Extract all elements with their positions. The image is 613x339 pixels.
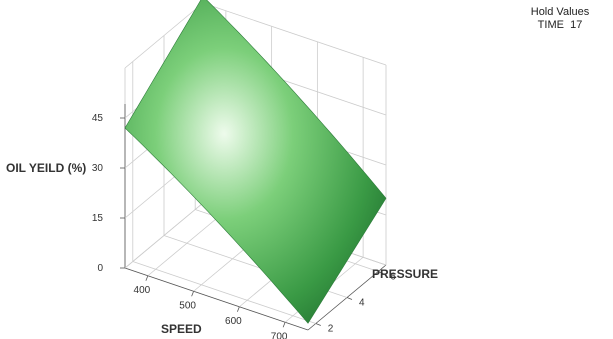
z-axis-title: OIL YEILD (%) xyxy=(6,161,86,175)
response-surface xyxy=(124,0,387,324)
y-tick-label: 6 xyxy=(390,272,396,283)
y-tick-mark xyxy=(315,323,321,326)
y-tick-mark xyxy=(346,297,353,300)
x-tick-mark xyxy=(282,322,286,328)
x-tick-label: 700 xyxy=(271,331,288,339)
x-tick-label: 600 xyxy=(225,316,242,327)
y-tick-label: 4 xyxy=(359,298,365,309)
y-tick-mark xyxy=(378,271,384,274)
x-tick-label: 500 xyxy=(179,300,196,311)
box-edge xyxy=(202,2,387,66)
surface-mesh xyxy=(124,0,387,324)
hold-value-row: TIME 17 xyxy=(515,19,605,32)
y-floor-grid-line xyxy=(132,261,316,324)
x-axis-line xyxy=(124,267,309,331)
hold-value-number: 17 xyxy=(570,19,583,31)
x-tick-mark xyxy=(191,291,194,297)
x-tick-mark xyxy=(237,306,240,312)
x-tick-mark xyxy=(145,275,149,281)
z-tick-label: 30 xyxy=(92,163,104,174)
y-tick-label: 2 xyxy=(328,324,334,335)
hold-values-panel: Hold Values TIME 17 xyxy=(515,6,605,32)
z-tick-label: 15 xyxy=(92,213,104,224)
hold-values-title: Hold Values xyxy=(530,6,590,18)
z-tick-label: 0 xyxy=(97,263,103,274)
x-tick-label: 400 xyxy=(134,285,151,296)
y-axis-title: PRESSURE xyxy=(372,267,438,281)
hold-value-name: TIME xyxy=(537,19,564,31)
z-tick-label: 45 xyxy=(92,113,104,124)
x-axis-title: SPEED xyxy=(161,322,202,336)
z-grid-line xyxy=(124,202,204,269)
axis-ticks: 400 500 600 700 2 4 6 0 15 30 45 xyxy=(92,113,396,339)
